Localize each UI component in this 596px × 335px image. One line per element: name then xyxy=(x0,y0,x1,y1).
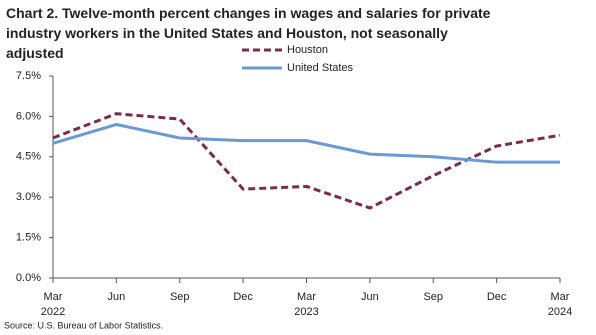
y-tick-label: 0.0% xyxy=(16,272,41,284)
x-tick-label: Jun xyxy=(108,291,126,303)
x-tick-label: Sep xyxy=(423,291,443,303)
x-tick-label: Dec xyxy=(233,291,253,303)
source-note: Source: U.S. Bureau of Labor Statistics. xyxy=(4,320,163,330)
x-tick-label: Dec xyxy=(487,291,507,303)
y-tick-label: 7.5% xyxy=(16,70,41,82)
x-tick-label: Jun xyxy=(361,291,379,303)
series-line xyxy=(52,112,561,210)
legend-label: United States xyxy=(287,62,354,74)
y-tick-label: 6.0% xyxy=(16,110,41,122)
legend-label: Houston xyxy=(287,44,328,56)
x-year-label: 2022 xyxy=(41,306,65,318)
series-line xyxy=(52,122,560,164)
y-tick-label: 4.5% xyxy=(16,151,41,163)
x-tick-label: Mar xyxy=(44,291,63,303)
x-tick-label: Sep xyxy=(170,291,190,303)
x-year-label: 2023 xyxy=(294,306,318,318)
x-year-label: 2024 xyxy=(548,306,572,318)
chart-title: Chart 2. Twelve-month percent changes in… xyxy=(6,5,491,61)
x-tick-label: Mar xyxy=(297,291,316,303)
y-tick-label: 3.0% xyxy=(16,191,41,203)
y-tick-label: 1.5% xyxy=(16,232,41,244)
x-tick-label: Mar xyxy=(551,291,570,303)
